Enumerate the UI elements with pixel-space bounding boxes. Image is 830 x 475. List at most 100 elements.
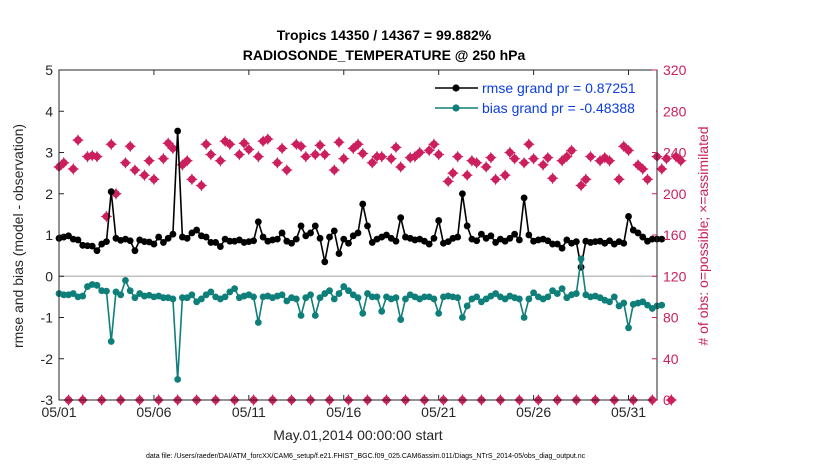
- rmse-point: [107, 188, 115, 196]
- bias-point: [625, 324, 632, 332]
- y-right-tick-label: 0: [663, 392, 671, 408]
- x-tick-label: 05/31: [611, 404, 646, 420]
- bias-point: [311, 312, 319, 319]
- chart-title-line1: Tropics 14350 / 14367 = 99.882%: [277, 27, 492, 43]
- rmse-point: [226, 237, 234, 245]
- rmse-point: [297, 222, 305, 230]
- rmse-point: [326, 233, 333, 241]
- rmse-point: [511, 230, 519, 238]
- bias-point: [226, 288, 234, 296]
- obs-assimilated-point: [385, 152, 398, 165]
- obs-assimilated-point: [665, 394, 678, 406]
- obs-assimilated-point: [451, 150, 464, 163]
- obs-assimilated-point: [166, 142, 179, 155]
- rmse-point: [553, 240, 561, 248]
- legend-bias-label: bias grand pr = -0.48388: [482, 100, 635, 116]
- obs-assimilated-point: [503, 146, 516, 159]
- bias-point: [283, 297, 291, 305]
- obs-assimilated-point: [546, 172, 559, 185]
- obs-assimilated-point: [242, 143, 255, 156]
- bias-point: [658, 301, 666, 309]
- obs-assimilated-point: [470, 156, 483, 169]
- bias-point: [397, 316, 405, 323]
- rmse-point: [307, 229, 314, 237]
- rmse-point: [454, 233, 462, 241]
- obs-assimilated-point: [423, 144, 436, 157]
- rmse-point: [639, 233, 647, 241]
- rmse-point: [321, 258, 329, 266]
- obs-assimilated-point: [427, 138, 440, 151]
- rmse-point: [65, 232, 72, 240]
- rmse-point: [620, 239, 628, 247]
- obs-assimilated-point: [660, 152, 673, 165]
- bias-point: [454, 294, 462, 302]
- obs-assimilated-point: [333, 136, 345, 149]
- obs-assimilated-point: [200, 138, 213, 151]
- obs-assimilated-point: [181, 154, 194, 167]
- legend-rmse-label: rmse grand pr = 0.87251: [482, 80, 636, 96]
- rmse-point: [155, 233, 163, 241]
- obs-assimilated-point: [138, 169, 151, 182]
- y-tick-label: 0: [45, 268, 53, 284]
- obs-assimilated-point: [556, 154, 569, 167]
- bias-point: [207, 288, 215, 296]
- bias-point: [330, 295, 338, 303]
- rmse-point: [520, 194, 528, 202]
- rmse-point: [160, 239, 167, 246]
- bias-point: [188, 291, 196, 299]
- obs-assimilated-point: [214, 154, 227, 167]
- rmse-point: [345, 239, 352, 247]
- rmse-point: [368, 239, 376, 246]
- rmse-point: [103, 238, 110, 246]
- bias-point: [254, 319, 262, 326]
- rmse-point: [425, 240, 433, 248]
- rmse-point: [515, 236, 523, 244]
- obs-assimilated-point: [575, 179, 588, 192]
- obs-assimilated-point: [105, 138, 118, 151]
- rmse-point: [174, 127, 182, 135]
- obs-assimilated-point: [328, 164, 341, 176]
- y-tick-label: 2: [45, 186, 53, 202]
- rmse-point: [292, 235, 300, 243]
- obs-assimilated-point: [352, 138, 364, 151]
- obs-assimilated-point: [143, 154, 156, 167]
- obs-assimilated-point: [394, 160, 407, 173]
- bias-point: [463, 302, 471, 310]
- bias-point: [316, 294, 324, 302]
- bias-point: [107, 338, 115, 345]
- rmse-point: [430, 234, 438, 242]
- rmse-point: [444, 238, 452, 246]
- obs-assimilated-point: [489, 173, 502, 186]
- rmse-point: [549, 240, 556, 248]
- obs-assimilated-point: [147, 173, 160, 186]
- rmse-point: [435, 217, 443, 224]
- obs-assimilated-point: [81, 150, 94, 163]
- bias-point: [364, 290, 371, 297]
- rmse-point: [625, 213, 632, 220]
- x-tick-label: 05/16: [326, 404, 361, 420]
- legend: rmse grand pr = 0.87251 bias grand pr = …: [430, 77, 656, 119]
- obs-assimilated-point: [204, 148, 217, 161]
- rmse-point: [316, 234, 324, 242]
- bias-point: [292, 295, 300, 303]
- rmse-point: [250, 237, 257, 245]
- rmse-point: [335, 250, 343, 257]
- legend-rmse-marker: [452, 84, 460, 92]
- bias-point: [307, 291, 314, 299]
- obs-assimilated-point: [271, 156, 284, 169]
- y-tick-label: 5: [45, 62, 53, 78]
- obs-assimilated-point: [432, 148, 445, 161]
- bias-point: [359, 309, 367, 317]
- obs-assimilated-point: [499, 169, 512, 182]
- obs-assimilated-point: [86, 149, 99, 162]
- x-tick-label: 05/06: [136, 404, 171, 420]
- obs-assimilated-point: [518, 156, 531, 169]
- obs-assimilated-point: [261, 133, 274, 146]
- bias-point: [93, 281, 101, 289]
- legend-bias-marker: [452, 104, 460, 112]
- rmse-point: [359, 200, 367, 208]
- x-tick-label: 05/26: [516, 404, 551, 420]
- rmse-point: [634, 229, 642, 237]
- rmse-point: [354, 229, 362, 237]
- footnote: data file: /Users/raeder/DAI/ATM_forcXX/…: [146, 453, 586, 460]
